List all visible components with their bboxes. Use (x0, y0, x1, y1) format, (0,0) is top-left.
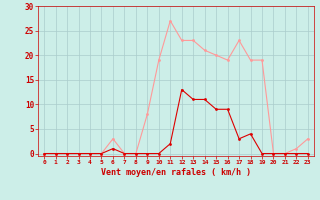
X-axis label: Vent moyen/en rafales ( km/h ): Vent moyen/en rafales ( km/h ) (101, 168, 251, 177)
